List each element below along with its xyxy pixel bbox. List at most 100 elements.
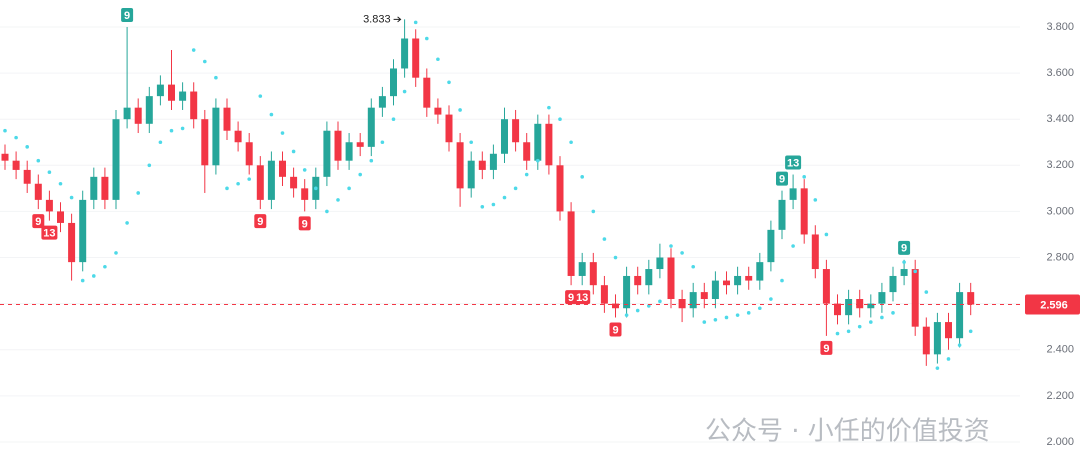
candle-body: [667, 257, 675, 300]
candle-body: [734, 275, 742, 286]
td-label: 13: [787, 157, 799, 169]
td-label: 9: [612, 324, 618, 336]
sar-dot: [758, 306, 762, 311]
td-badge: [609, 322, 622, 337]
sar-dot: [658, 299, 662, 304]
td-badge: [254, 214, 267, 229]
sar-dot: [547, 105, 551, 110]
td-badge: [121, 7, 134, 22]
sar-dot: [824, 232, 829, 237]
candle-body: [845, 299, 853, 316]
candle-body: [534, 123, 542, 161]
sar-dot: [880, 315, 884, 320]
sar-dot: [935, 366, 940, 370]
candle-body: [900, 269, 908, 276]
last-price-box: [1025, 294, 1080, 315]
td-badge: [298, 216, 311, 231]
candle-body: [90, 176, 98, 200]
candle-body: [23, 169, 31, 184]
candle-body: [723, 280, 730, 286]
candle-body: [556, 165, 564, 212]
sar-dot: [25, 145, 30, 149]
candle-body: [856, 299, 864, 309]
candle-body: [689, 292, 697, 309]
sar-dot: [902, 260, 906, 264]
td-badge: [785, 155, 802, 170]
sar-dot: [103, 264, 107, 269]
last-price-label: 2.596: [1040, 299, 1068, 311]
candle-body: [567, 211, 575, 276]
sar-dot: [391, 117, 396, 121]
td-label: 9: [779, 174, 785, 186]
sar-dot: [69, 195, 74, 200]
td-label: 13: [576, 292, 588, 304]
sar-dot: [147, 163, 152, 168]
candle-body: [512, 119, 520, 143]
candle-body: [68, 222, 76, 263]
sar-dot: [857, 324, 862, 329]
sar-dot: [502, 195, 507, 200]
sar-dot: [369, 158, 374, 163]
sar-dot: [891, 311, 895, 315]
candle-body: [834, 303, 841, 316]
candle-body: [345, 142, 353, 161]
candle-body: [79, 199, 87, 263]
sar-dot: [702, 320, 707, 324]
sar-dot: [180, 126, 185, 131]
td-badge: [565, 290, 578, 305]
sar-dot: [47, 170, 52, 175]
candle-body: [57, 211, 64, 223]
sar-dot: [835, 331, 840, 336]
y-tick-label: 3.000: [1046, 205, 1074, 217]
sar-dot: [203, 59, 207, 64]
candle-body: [223, 107, 231, 131]
sar-dot: [469, 140, 474, 145]
candle-body: [145, 96, 153, 124]
candle-body: [134, 107, 142, 124]
sar-dot: [291, 149, 296, 154]
sar-dot: [913, 269, 917, 274]
td-badge: [574, 290, 591, 305]
sar-dot: [169, 128, 174, 133]
sar-dot: [214, 75, 218, 80]
sar-dot: [58, 181, 63, 186]
candle-body: [645, 269, 653, 286]
sar-dot: [14, 135, 18, 140]
candle-body: [1, 153, 9, 161]
sar-dot: [680, 251, 684, 255]
candle-body: [201, 119, 209, 166]
candle-body: [179, 91, 187, 101]
sar-dot: [591, 209, 596, 214]
candle-body: [623, 275, 631, 309]
sar-dot: [769, 297, 773, 301]
candle-body: [412, 38, 420, 78]
candle-body: [656, 257, 664, 270]
sar-dot: [624, 313, 629, 317]
sar-dot: [480, 204, 485, 209]
high-arrow: [393, 16, 402, 23]
sar-dot: [413, 20, 418, 25]
sar-dot: [225, 186, 229, 191]
candle-body: [168, 84, 175, 101]
td-label: 9: [823, 343, 829, 355]
candle-body: [889, 275, 897, 293]
td-label: 9: [302, 218, 308, 230]
candle-body: [612, 303, 619, 309]
candle-body: [878, 292, 886, 304]
candle-body: [367, 107, 375, 147]
candle-body: [956, 292, 964, 339]
candle-body: [190, 91, 198, 120]
sar-dot: [491, 202, 496, 207]
td-label: 9: [124, 10, 130, 22]
sar-dot: [280, 131, 285, 135]
td-badge: [898, 240, 911, 255]
sar-dot: [258, 94, 263, 98]
candle-body: [445, 114, 453, 143]
sar-dot: [635, 308, 640, 313]
sar-dot: [846, 329, 851, 334]
candle-body: [523, 142, 531, 161]
candle-body: [678, 299, 686, 309]
candle-body: [967, 292, 975, 305]
y-tick-label: 2.000: [1046, 436, 1074, 448]
